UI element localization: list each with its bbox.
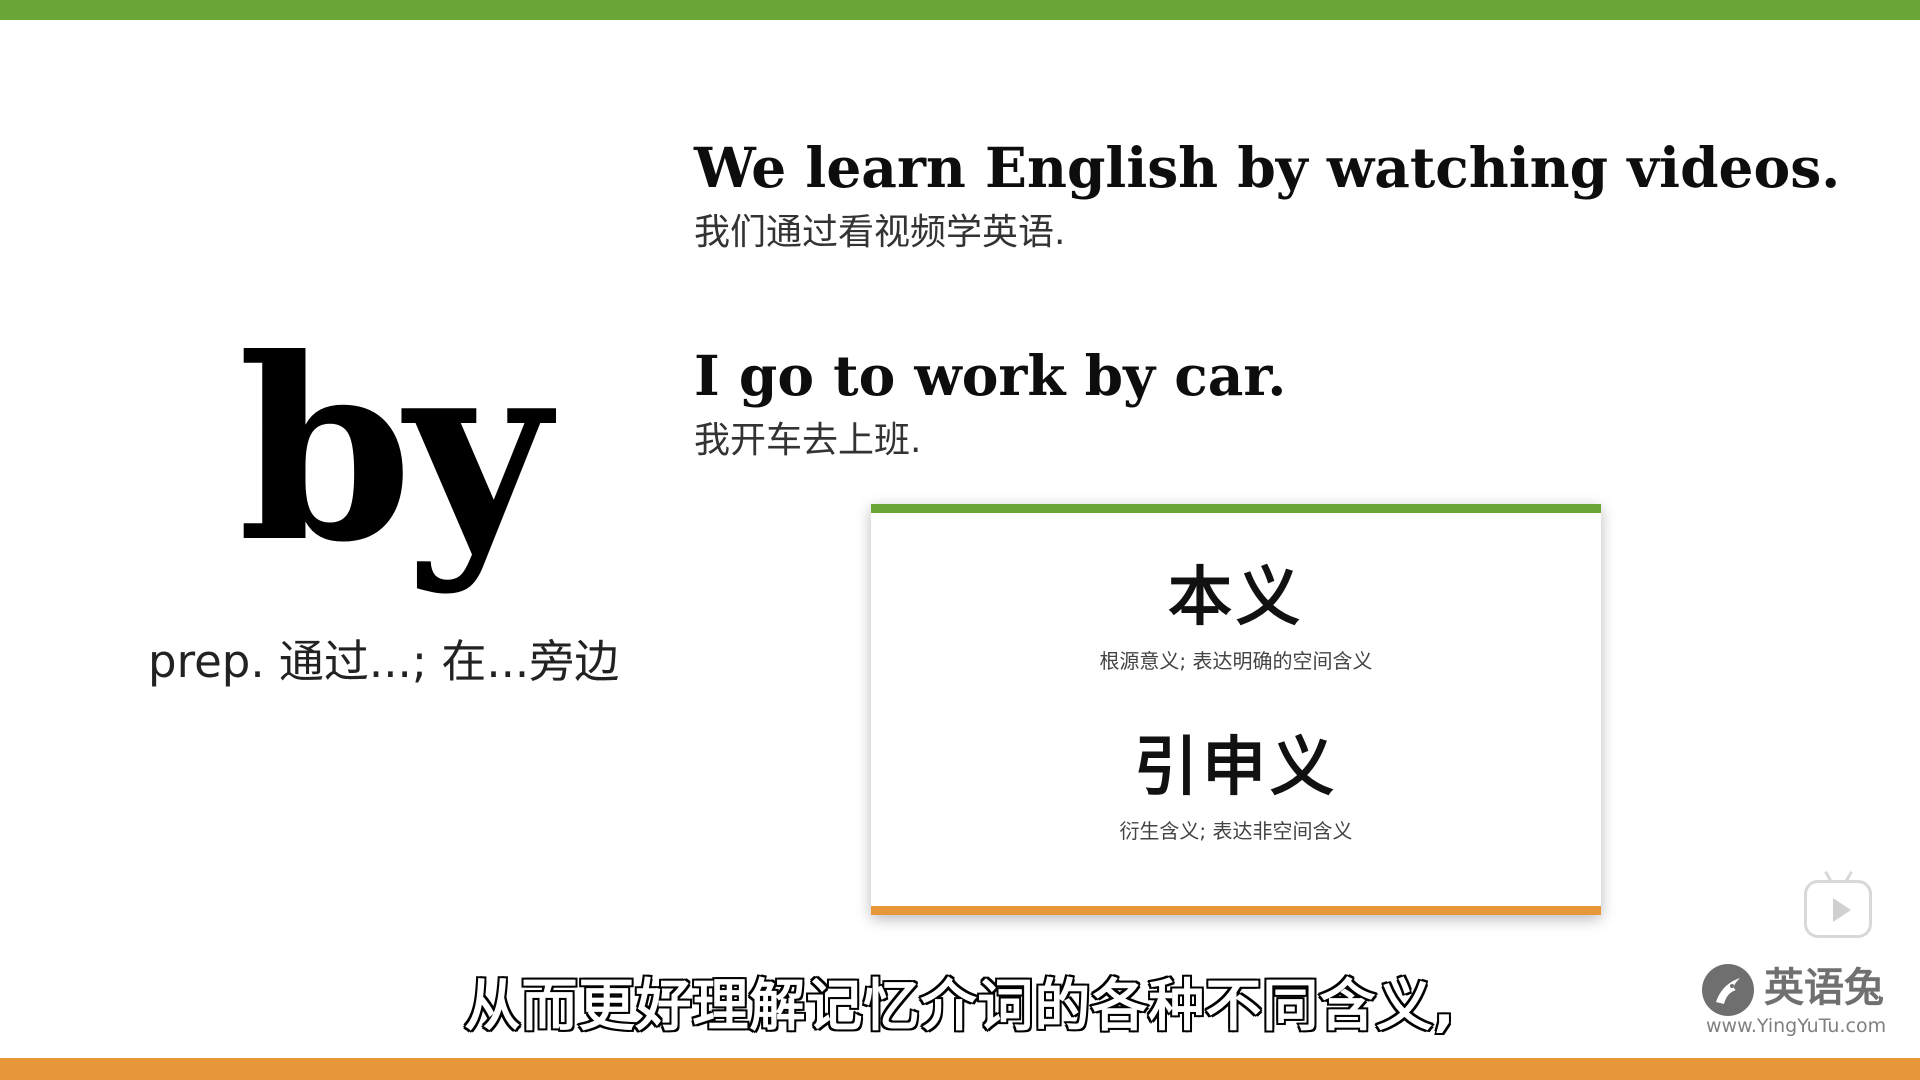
example-chinese: 我开车去上班. (694, 416, 1834, 466)
rabbit-logo-icon (1702, 964, 1754, 1016)
word-definition: prep. 通过...; 在...旁边 (148, 632, 628, 692)
example-sentence-1: We learn English by watching videos. 我们通… (694, 128, 1834, 258)
example-sentence-2: I go to work by car. 我开车去上班. (694, 336, 1834, 466)
card-section-extended-meaning: 引申义 衍生含义; 表达非空间含义 (871, 728, 1601, 846)
meaning-card: 本义 根源意义; 表达明确的空间含义 引申义 衍生含义; 表达非空间含义 (871, 504, 1601, 915)
brand-name: 英语兔 (1764, 960, 1884, 1016)
bottom-accent-bar (0, 1058, 1920, 1080)
card-heading: 本义 (871, 558, 1601, 638)
card-section-original-meaning: 本义 根源意义; 表达明确的空间含义 (871, 558, 1601, 676)
video-subtitle: 从而更好理解记忆介词的各种不同含义, (0, 962, 1920, 1052)
example-chinese: 我们通过看视频学英语. (694, 208, 1834, 258)
play-icon[interactable] (1804, 880, 1872, 938)
play-triangle (1833, 898, 1851, 922)
example-english: We learn English by watching videos. (694, 128, 1834, 208)
card-heading: 引申义 (871, 728, 1601, 808)
vocabulary-word: by (230, 300, 550, 600)
brand-watermark: 英语兔 www.YingYuTu.com (1700, 958, 1900, 1038)
brand-url: www.YingYuTu.com (1706, 1014, 1886, 1038)
card-description: 根源意义; 表达明确的空间含义 (871, 646, 1601, 676)
example-english: I go to work by car. (694, 336, 1834, 416)
card-description: 衍生含义; 表达非空间含义 (871, 816, 1601, 846)
top-accent-bar (0, 0, 1920, 20)
